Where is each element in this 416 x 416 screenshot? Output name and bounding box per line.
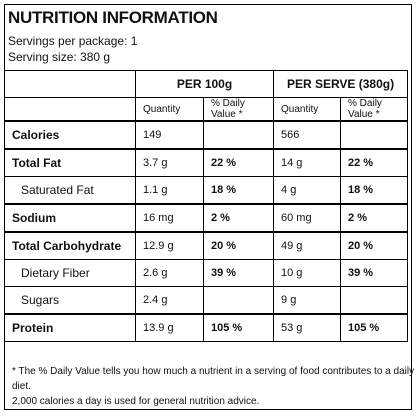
empty-cell (4, 97, 136, 122)
nutrient-name: Total Fat (4, 148, 136, 177)
nutrition-table: PER 100g PER SERVE (380g) Quantity% Daily … (4, 70, 409, 342)
nutrient-row: Sugars 2.4 g 9 g (4, 286, 409, 315)
daily-value: 2 % (202, 203, 275, 233)
footnote-line: * The % Daily Value tells you how much a… (12, 366, 415, 392)
daily-value: 20 % (340, 231, 409, 260)
quantity: 13.9 g (135, 313, 204, 342)
quantity: 2.4 g (135, 286, 204, 315)
nutrient-name: Sodium (4, 203, 136, 233)
daily-value: 18 % (340, 176, 409, 205)
empty-cell (340, 286, 409, 315)
nutrient-row: Protein 13.9 g 105 % 53 g 105 % (4, 313, 409, 342)
subheader: Quantity (273, 97, 342, 122)
nutrient-name: Sugars (4, 286, 136, 315)
daily-value: 22 % (340, 148, 409, 177)
daily-value: 105 % (202, 313, 275, 342)
footnote-line: 2,000 calories a day is used for general… (12, 396, 260, 407)
daily-value: 105 % (340, 313, 409, 342)
title: NUTRITION INFORMATION (8, 8, 218, 27)
quantity: 9 g (273, 286, 342, 315)
nutrient-name: Protein (4, 313, 136, 342)
column-group: PER 100g (134, 70, 275, 98)
daily-value: 39 % (202, 259, 275, 287)
daily-value: 20 % (202, 231, 275, 260)
subheader: % Daily Value * (340, 97, 409, 122)
nutrient-row: Total Carbohydrate 12.9 g 20 % 49 g 20 % (4, 231, 409, 260)
quantity: 16 mg (135, 203, 204, 233)
daily-value: 18 % (202, 176, 275, 205)
daily-value: 22 % (202, 148, 275, 177)
quantity: 149 (135, 120, 204, 150)
quantity: 2.6 g (135, 259, 204, 287)
nutrient-row: Calories 149 566 (4, 120, 409, 150)
nutrient-row: Sodium 16 mg 2 % 60 mg 2 % (4, 203, 409, 233)
subheader-row: Quantity% Daily Value * Quantity% Daily V… (4, 97, 409, 122)
empty-cell (340, 120, 409, 150)
nutrient-row: Total Fat 3.7 g 22 % 14 g 22 % (4, 148, 409, 177)
nutrient-name: Total Carbohydrate (4, 231, 136, 260)
quantity: 566 (273, 120, 342, 150)
empty-cell (4, 70, 136, 98)
nutrient-name: Calories (4, 120, 136, 150)
nutrient-name: Saturated Fat (4, 176, 136, 205)
empty-cell (202, 286, 275, 315)
quantity: 10 g (273, 259, 342, 287)
column-group: PER SERVE (380g) (273, 70, 409, 98)
empty-cell (202, 120, 275, 150)
nutrient-row: Dietary Fiber 2.6 g 39 % 10 g 39 % (4, 259, 409, 287)
nutrient-row: Saturated Fat 1.1 g 18 % 4 g 18 % (4, 176, 409, 205)
servings-per-package: Servings per package: 1 (8, 34, 138, 48)
subheader: Quantity (135, 97, 204, 122)
quantity: 1.1 g (135, 176, 204, 205)
nutrient-name: Dietary Fiber (4, 259, 136, 287)
daily-value: 39 % (340, 259, 409, 287)
daily-value: 2 % (340, 203, 409, 233)
quantity: 4 g (273, 176, 342, 205)
quantity: 49 g (273, 231, 342, 260)
quantity: 12.9 g (135, 231, 204, 260)
subheader: % Daily Value * (202, 97, 275, 122)
serving-size: Serving size: 380 g (8, 50, 111, 64)
quantity: 3.7 g (135, 148, 204, 177)
footnote: * The % Daily Value tells you how much a… (12, 364, 416, 409)
quantity: 14 g (273, 148, 342, 177)
quantity: 60 mg (273, 203, 342, 233)
group-header-row: PER 100g PER SERVE (380g) (4, 70, 409, 98)
quantity: 53 g (273, 313, 342, 342)
